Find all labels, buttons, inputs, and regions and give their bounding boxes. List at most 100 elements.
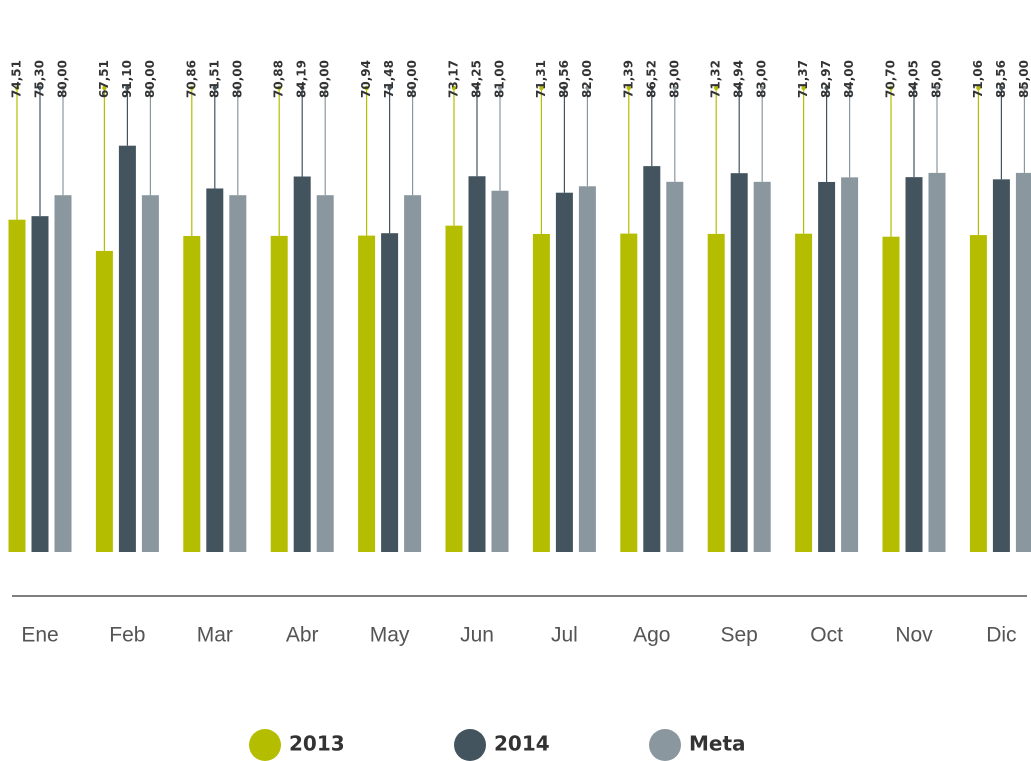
stem-dot bbox=[102, 85, 107, 91]
value-label: 80,00 bbox=[230, 60, 244, 98]
x-tick-label: Ene bbox=[21, 624, 58, 647]
bar bbox=[753, 181, 771, 552]
bar bbox=[491, 190, 509, 553]
stem-dot bbox=[189, 85, 194, 91]
bar bbox=[969, 235, 987, 553]
value-label: 85,00 bbox=[930, 60, 944, 98]
stem-dot bbox=[539, 85, 544, 91]
bar bbox=[905, 177, 923, 552]
value-label: 74,51 bbox=[10, 60, 24, 98]
value-label: 80,56 bbox=[557, 60, 571, 98]
bar bbox=[707, 233, 725, 553]
stem-dot bbox=[649, 85, 654, 91]
bar bbox=[404, 195, 422, 552]
x-tick-label: May bbox=[370, 624, 410, 647]
bar bbox=[992, 179, 1010, 553]
stem-dot bbox=[737, 85, 742, 91]
x-tick-label: Jul bbox=[551, 624, 578, 647]
bar bbox=[620, 233, 638, 553]
value-label: 80,00 bbox=[405, 60, 419, 98]
stem-dot bbox=[714, 85, 719, 91]
bar bbox=[183, 235, 201, 552]
bar bbox=[54, 195, 72, 552]
bar bbox=[358, 235, 376, 552]
stem-dot bbox=[847, 85, 852, 91]
bar bbox=[532, 233, 550, 552]
bar bbox=[8, 219, 26, 552]
legend-label: 2013 bbox=[289, 732, 345, 756]
bar bbox=[118, 145, 136, 552]
value-label: 80,00 bbox=[318, 60, 332, 98]
legend-swatch bbox=[649, 729, 681, 761]
stem-dot bbox=[60, 85, 66, 91]
value-label: 84,05 bbox=[907, 60, 921, 98]
value-label: 71,37 bbox=[796, 60, 810, 98]
bar bbox=[445, 225, 463, 552]
stem-dot bbox=[125, 85, 130, 91]
x-tick-label: Feb bbox=[109, 624, 145, 647]
value-label: 70,70 bbox=[884, 60, 898, 98]
stem-dot bbox=[585, 85, 590, 91]
bar bbox=[643, 166, 661, 553]
bar bbox=[578, 186, 596, 552]
x-tick-label: Abr bbox=[286, 624, 319, 647]
bar bbox=[95, 250, 113, 552]
stem-dot bbox=[934, 85, 940, 91]
legend-label: 2014 bbox=[494, 732, 550, 756]
bar bbox=[1015, 172, 1031, 552]
x-tick-label: Mar bbox=[197, 624, 233, 647]
stem-dot bbox=[14, 85, 20, 91]
value-label: 84,00 bbox=[842, 60, 856, 98]
stem-dot bbox=[1022, 85, 1027, 91]
stem-dot bbox=[323, 85, 328, 91]
value-label: 70,94 bbox=[359, 60, 373, 98]
bar bbox=[555, 192, 573, 552]
stem-dot bbox=[760, 85, 765, 91]
bar bbox=[229, 195, 247, 552]
value-label: 83,00 bbox=[755, 60, 769, 98]
value-label: 80,00 bbox=[143, 60, 157, 98]
legend-swatch bbox=[249, 729, 281, 761]
stem-dot bbox=[888, 85, 894, 91]
legend-label: Meta bbox=[689, 732, 746, 756]
bar bbox=[141, 195, 159, 552]
value-label: 71,31 bbox=[534, 60, 548, 98]
x-tick-label: Jun bbox=[460, 624, 494, 647]
stem-dot bbox=[672, 85, 677, 91]
value-label: 83,00 bbox=[667, 60, 681, 98]
stem-dot bbox=[562, 85, 567, 91]
stem-dot bbox=[37, 85, 43, 91]
stem-dot bbox=[451, 85, 457, 91]
x-tick-label: Nov bbox=[895, 624, 933, 647]
stem-dot bbox=[212, 85, 217, 91]
bar bbox=[381, 233, 399, 552]
stem-dot bbox=[300, 85, 305, 91]
value-label: 70,86 bbox=[184, 60, 198, 98]
x-tick-label: Oct bbox=[810, 624, 843, 647]
stem-dot bbox=[387, 85, 392, 91]
value-label: 82,97 bbox=[819, 60, 833, 98]
bar bbox=[841, 177, 859, 553]
stem-dot bbox=[976, 85, 981, 91]
stem-dot bbox=[148, 85, 153, 91]
bar bbox=[666, 181, 684, 552]
bar bbox=[270, 235, 288, 553]
x-tick-label: Dic bbox=[986, 624, 1016, 647]
value-label: 71,48 bbox=[382, 60, 396, 98]
bar bbox=[31, 216, 49, 553]
stem-dot bbox=[364, 85, 369, 91]
value-label: 71,06 bbox=[971, 60, 985, 98]
stem-dot bbox=[999, 85, 1004, 91]
value-label: 85,00 bbox=[1017, 60, 1031, 98]
value-label: 84,25 bbox=[470, 60, 484, 98]
stem-dot bbox=[235, 85, 240, 91]
value-label: 67,51 bbox=[97, 60, 111, 98]
value-label: 82,00 bbox=[580, 60, 594, 98]
x-tick-label: Sep bbox=[721, 624, 758, 647]
bar bbox=[293, 176, 311, 552]
bar bbox=[730, 173, 748, 552]
value-label: 73,17 bbox=[447, 60, 461, 98]
value-label: 81,51 bbox=[207, 60, 221, 98]
value-label: 75,30 bbox=[33, 60, 47, 98]
stem-dot bbox=[626, 85, 631, 91]
